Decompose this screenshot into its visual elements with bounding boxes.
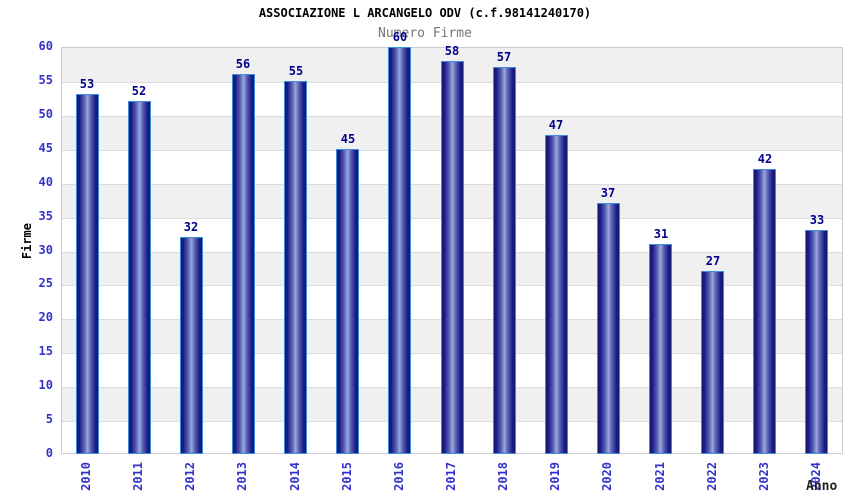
y-tick-label: 55 [38,72,53,87]
bar-value-label: 45 [340,132,356,146]
x-tick-label: 2012 [183,462,197,491]
x-tick-label: 2020 [600,462,614,491]
x-tick-label: 2022 [705,462,719,491]
y-tick-label: 35 [38,208,53,223]
y-tick-label: 10 [38,378,53,393]
y-tick-label: 50 [38,106,53,121]
bar-value-label: 55 [288,64,304,78]
bar [336,149,359,454]
y-tick-label: 45 [38,140,53,155]
bar-value-label: 47 [548,118,564,132]
bar [545,135,568,454]
bar [232,74,255,454]
y-tick-label: 20 [38,310,53,325]
bar-value-label: 53 [79,77,95,91]
bar [441,61,464,454]
x-tick-label: 2023 [757,462,771,491]
bar-value-label: 58 [444,44,460,58]
x-tick-label: 2017 [444,462,458,491]
y-tick-label: 30 [38,242,53,257]
chart-title: ASSOCIAZIONE L ARCANGELO ODV (c.f.981412… [258,6,592,20]
bar-value-label: 37 [600,186,616,200]
bar-value-label: 56 [235,57,251,71]
bar [701,271,724,454]
y-tick-label: 5 [45,412,53,427]
bar [753,169,776,454]
bar [805,230,828,454]
bar-value-label: 33 [809,213,825,227]
x-tick-label: 2013 [235,462,249,491]
x-tick-label: 2014 [288,462,302,491]
bar-value-label: 60 [392,30,408,44]
x-tick-label: 2015 [340,462,354,491]
bar [597,203,620,454]
bar-value-label: 32 [183,220,199,234]
bar [128,101,151,454]
x-tick-label: 2021 [653,462,667,491]
x-tick-label: 2011 [131,462,145,491]
y-tick-label: 60 [38,39,53,53]
bar-value-label: 57 [496,50,512,64]
x-tick-label: 2016 [392,462,406,491]
x-tick-label: 2019 [548,462,562,491]
bar [180,237,203,454]
x-axis-title: Anno [806,479,838,494]
bar-value-label: 27 [705,254,721,268]
chart-subtitle: Numero Firme [378,26,472,41]
y-tick-label: 0 [45,446,53,460]
bar [76,94,99,454]
bar-value-label: 42 [757,152,773,166]
bar-value-label: 52 [131,84,147,98]
y-tick-label: 40 [38,174,53,189]
bar [388,47,411,454]
x-tick-label: 2018 [496,462,510,491]
y-tick-label: 15 [38,344,53,359]
bar [493,67,516,454]
bar [284,81,307,454]
y-tick-label: 25 [38,276,53,291]
bar-value-label: 31 [653,227,669,241]
bar [649,244,672,454]
x-tick-label: 2010 [79,462,93,491]
